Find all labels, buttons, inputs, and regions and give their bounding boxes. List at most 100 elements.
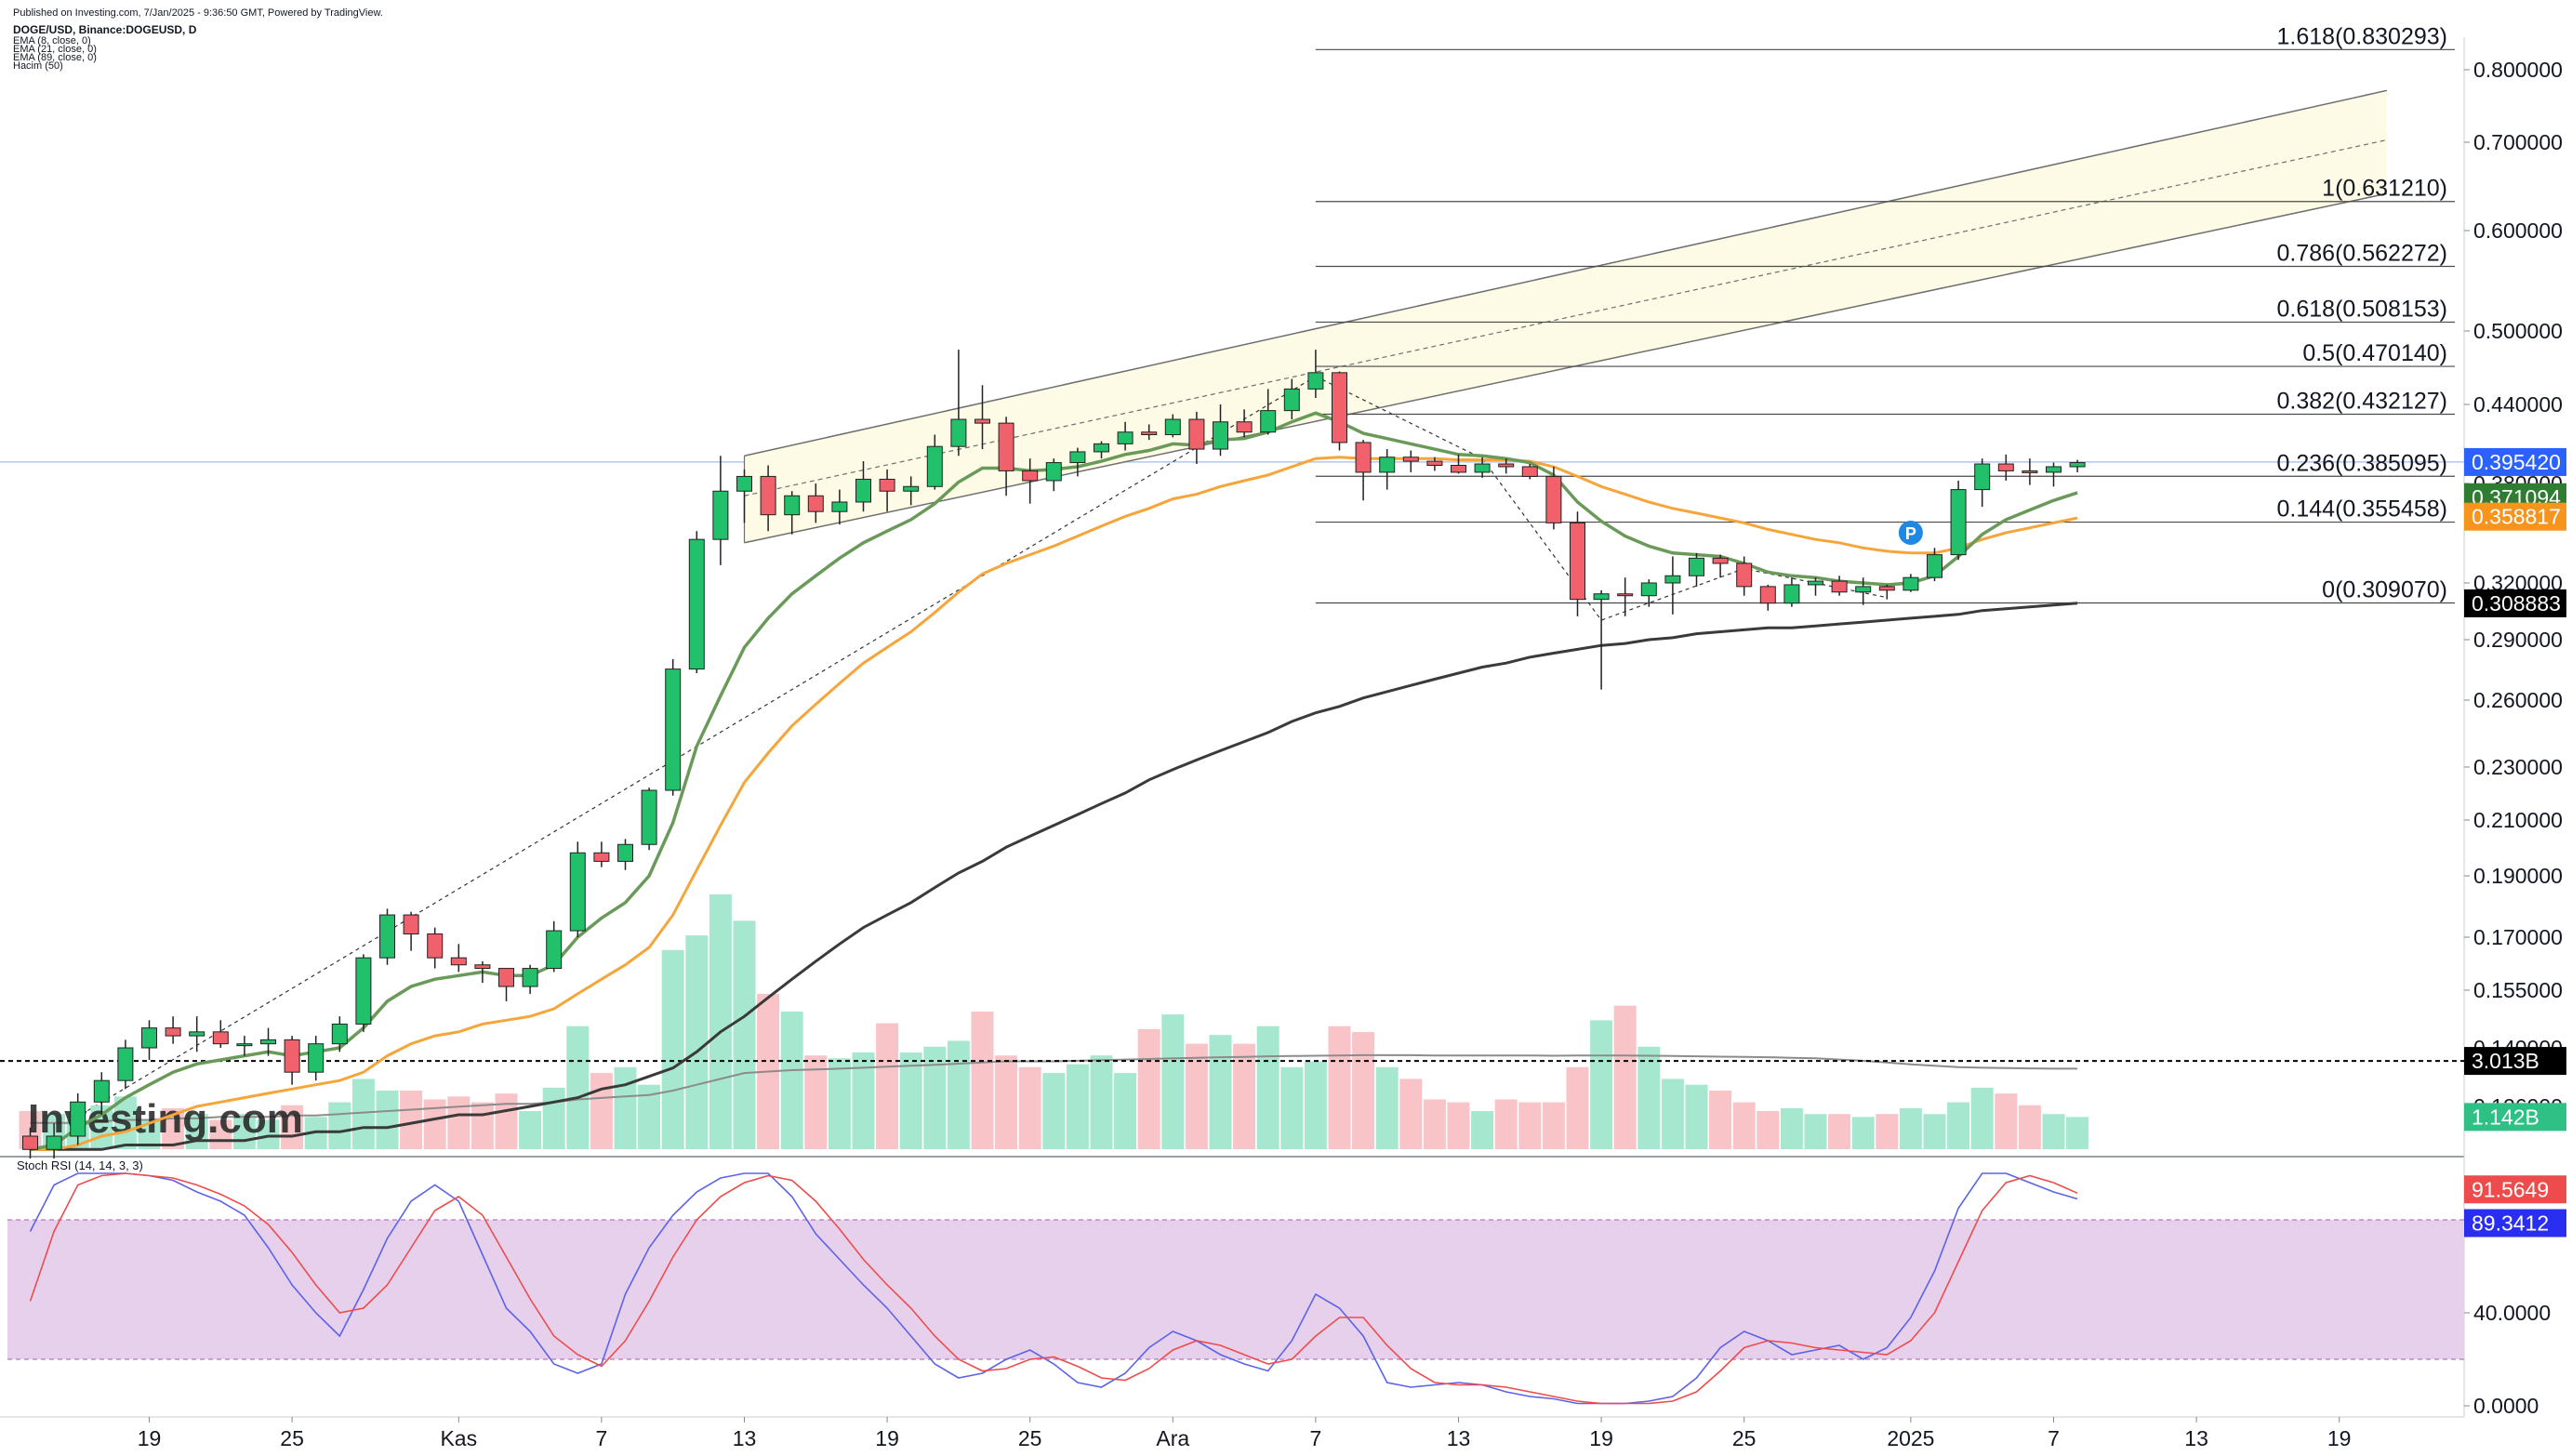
rsi-value-badge-text: 89.3412 [2472,1211,2549,1236]
volume-bar [1018,1066,1041,1149]
candle-body [2046,466,2062,473]
zigzag-line [1315,376,1888,621]
candle-body [807,495,824,512]
channel-fill [744,90,2387,543]
candle-body [784,495,801,516]
time-tick-label: 13 [1447,1426,1471,1450]
price-axis-badge [2464,502,2566,531]
volume-bar [447,1096,471,1149]
channel-upper-line [744,89,2388,457]
price-tick-label: 0.230000 [2473,755,2563,779]
volume-bar [566,1026,590,1149]
volume-bar [780,1011,803,1149]
candle-body [926,445,943,487]
candle-body [1283,388,1300,412]
candle-body [1045,462,1062,482]
candle-body [1094,443,1109,453]
candle-body [950,418,967,447]
candle-body [1188,418,1205,450]
volume-bar [1328,1026,1351,1149]
price-tick-label: 0.290000 [2473,628,2563,652]
volume-bar [661,949,684,1149]
volume-bar [1970,1087,1994,1149]
ema-89-line [30,602,2078,1151]
volume-bar [995,1055,1018,1149]
volume-bar [1304,1061,1327,1149]
candle-body [1783,584,1800,604]
indicator-ema8: EMA (8, close, 0) [13,35,91,46]
candle-body [879,478,895,492]
candle-body [474,964,491,970]
candle-body [1260,410,1277,433]
volume-level-badge-text: 3.013B [2472,1049,2539,1073]
fib-level-label: 0.5(0.470140) [2302,340,2447,366]
rsi-title: Stoch RSI (14, 14, 3, 3) [17,1158,143,1172]
indicator-ema89: EMA (89, close, 0) [13,52,97,63]
price-tick-label: 0.260000 [2473,688,2563,712]
volume-bar [1280,1066,1304,1149]
volume-bar [1375,1066,1399,1149]
rsi-tick-label: 0.0000 [2473,1394,2539,1418]
volume-bar [1757,1111,1780,1149]
fib-level-label: 0.144(0.355458) [2277,496,2447,523]
volume-bar [1542,1102,1565,1149]
published-note: Published on Investing.com, 7/Jan/2025 -… [13,7,383,19]
rsi-value-badge [2464,1175,2566,1204]
candle-body [617,843,633,862]
candle-body [403,914,419,935]
candle-body [1022,470,1039,482]
volume-bar [709,893,732,1149]
volume-bar [1042,1073,1066,1149]
candle-body [498,968,514,987]
candle-body [212,1031,229,1045]
candle-body [1355,442,1372,473]
fib-level-label: 0.618(0.508153) [2277,296,2447,322]
candle-body [260,1039,276,1045]
candle-body [1664,575,1681,584]
volume-bar [828,1058,851,1149]
candle-body [855,478,871,503]
candle-body [1069,451,1086,464]
volume-bar [1137,1028,1160,1149]
candle-body [522,968,538,987]
time-tick-label: 19 [138,1426,162,1450]
symbol-title: DOGE/USD, Binance:DOGEUSD, D [13,23,197,36]
time-tick-label: 25 [1018,1426,1042,1450]
candle-body [1974,463,1991,491]
fib-level-label: 1.618(0.830293) [2277,23,2447,49]
candle-body [117,1047,134,1081]
rsi-tick-label: 40.0000 [2473,1301,2551,1325]
time-tick-label: 13 [733,1426,757,1450]
candle-body [1759,586,1776,604]
volume-bar [1066,1064,1089,1149]
candle-body [1307,372,1324,390]
price-axis-badge [2464,589,2566,617]
volume-bar [1185,1043,1208,1149]
price-axis-badge [2464,447,2566,476]
candle-body [1236,421,1253,433]
candle-body [355,957,372,1025]
rsi-band [7,1220,2464,1359]
volume-bar [1233,1043,1256,1149]
time-tick-label: Ara [1156,1426,1189,1450]
time-tick-label: 13 [2184,1426,2208,1450]
candle-body [1426,460,1443,466]
pattern-marker-label: P [1905,524,1916,543]
fib-level-label: 0(0.309070) [2322,577,2447,603]
candle-body [1498,463,1515,468]
candle-body [1332,372,1347,443]
volume-bar [1923,1114,1946,1149]
time-tick-label: 7 [1310,1426,1322,1450]
volume-bar [1590,1020,1613,1149]
candle-body [450,957,467,966]
volume-bar [1566,1066,1589,1149]
time-tick-label: 19 [875,1426,899,1450]
volume-bar [1423,1099,1446,1149]
time-tick-label: 25 [280,1426,304,1450]
volume-bar [1780,1107,1803,1149]
volume-bar [113,1096,137,1149]
volume-bar [1399,1079,1423,1149]
candle-body [1927,554,1942,578]
volume-bar [614,1066,637,1149]
